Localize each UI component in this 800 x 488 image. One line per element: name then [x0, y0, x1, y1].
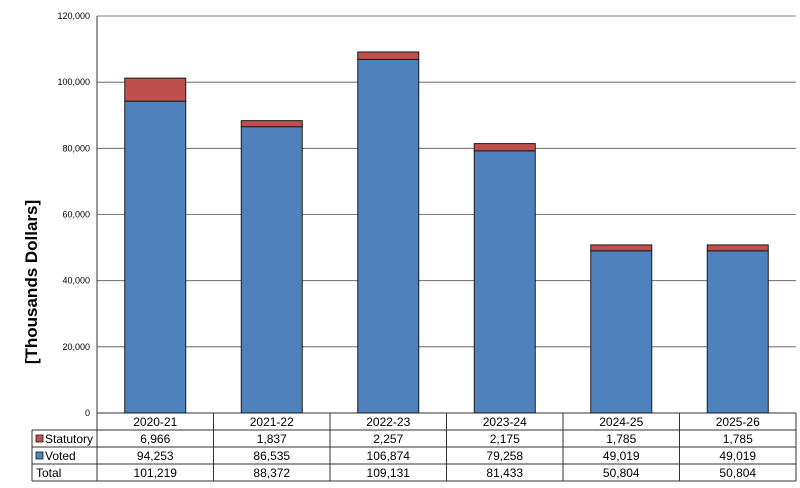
table-value: 86,535 [253, 449, 290, 463]
y-tick-label: 60,000 [62, 210, 90, 220]
legend-swatch-statutory [35, 434, 44, 443]
category-label: 2021-22 [250, 415, 294, 429]
y-tick-label: 120,000 [57, 11, 90, 21]
gridlines [96, 15, 796, 414]
bar-voted-2025-26 [706, 250, 769, 414]
table-value: 109,131 [367, 466, 411, 480]
category-label: 2023-24 [483, 415, 527, 429]
category-label: 2020-21 [133, 415, 177, 429]
table-value: 1,837 [257, 432, 287, 446]
table-value: 49,019 [719, 449, 756, 463]
table-row-label: Statutory [45, 432, 93, 446]
bar-statutory-2020-21 [124, 77, 187, 102]
table-value: 101,219 [134, 466, 178, 480]
table-value: 50,804 [603, 466, 640, 480]
bar-statutory-2022-23 [357, 51, 420, 60]
table-value: 50,804 [719, 466, 756, 480]
y-tick-label: 100,000 [57, 77, 90, 87]
table-value: 79,258 [486, 449, 523, 463]
y-tick-label: 40,000 [62, 276, 90, 286]
y-axis-label: [Thousands Dollars] [22, 200, 41, 364]
bar-voted-2020-21 [124, 100, 187, 414]
bar-voted-2023-24 [473, 150, 536, 414]
bars [124, 51, 769, 414]
data-table: 2020-21 2021-22 2022-23 2023-24 2024-25 2025-… [31, 413, 797, 482]
bar-voted-2024-25 [590, 250, 653, 414]
table-value: 88,372 [253, 466, 290, 480]
table-value: 49,019 [603, 449, 640, 463]
bar-voted-2022-23 [357, 58, 420, 414]
table-value: 81,433 [486, 466, 523, 480]
table-value: 106,874 [367, 449, 411, 463]
bar-statutory-2024-25 [590, 244, 653, 252]
legend-swatch-voted [35, 451, 44, 460]
table-value: 1,785 [606, 432, 636, 446]
category-label: 2025-26 [716, 415, 760, 429]
table-row-label: Voted [45, 449, 76, 463]
bar-statutory-2025-26 [706, 244, 769, 252]
table-value: 1,785 [723, 432, 753, 446]
table-value: 94,253 [137, 449, 174, 463]
bar-statutory-2023-24 [473, 143, 536, 152]
table-value: 2,175 [490, 432, 520, 446]
y-tick-label: 0 [85, 408, 90, 418]
bar-voted-2021-22 [240, 126, 303, 414]
y-axis-ticks: 0 20,000 40,000 60,000 80,000 100,000 120,000 [57, 11, 90, 418]
category-label: 2024-25 [599, 415, 643, 429]
y-tick-label: 20,000 [62, 342, 90, 352]
bar-statutory-2021-22 [240, 120, 303, 128]
table-value: 2,257 [373, 432, 403, 446]
table-row-label: Total [36, 466, 61, 480]
category-label: 2022-23 [366, 415, 410, 429]
y-tick-label: 80,000 [62, 143, 90, 153]
table-value: 6,966 [140, 432, 170, 446]
